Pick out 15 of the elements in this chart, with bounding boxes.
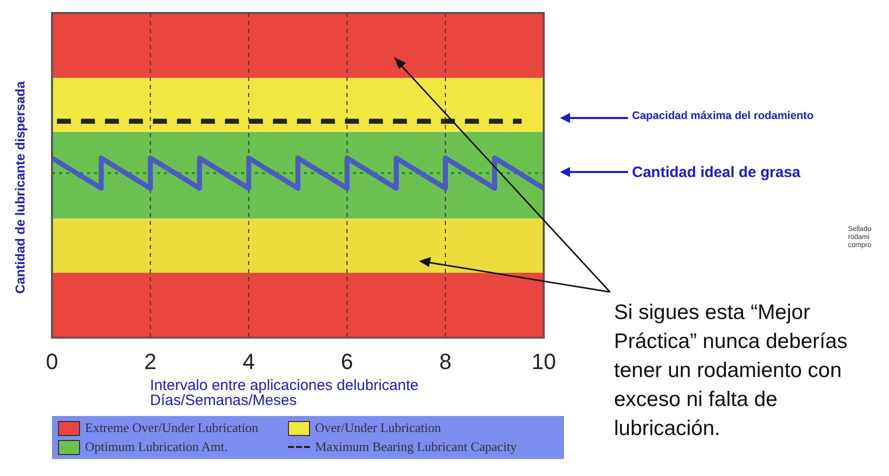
text: Cantidad ideal de grasa [632,164,800,181]
legend-label: Extreme Over/Under Lubrication [85,420,258,436]
x-tick-label: 10 [532,348,556,374]
x-tick-label: 8 [439,348,452,374]
text: Capacidad máxima del rodamiento [632,110,814,122]
x-tick-label: 6 [340,348,354,374]
x-tick-label: 2 [144,348,156,374]
x-axis-title: Intervalo entre aplicaciones delubricante Días/Semanas/Meses [150,377,420,409]
text: Si sigues esta “Mejor Práctica” nunca deberías tener un rodamiento con exceso ni falta de lubricación. [614,300,848,442]
y-axis-title: Cantidad de lubricante dispersada [12,80,28,296]
x-tick-label: 0 [46,348,58,374]
legend-label: Optimum Lubrication Amt. [85,439,228,455]
legend-label: Maximum Bearing Lubricant Capacity [315,439,517,455]
x-tick-label: 4 [242,348,255,374]
legend-label: Over/Under Lubrication [315,420,441,436]
